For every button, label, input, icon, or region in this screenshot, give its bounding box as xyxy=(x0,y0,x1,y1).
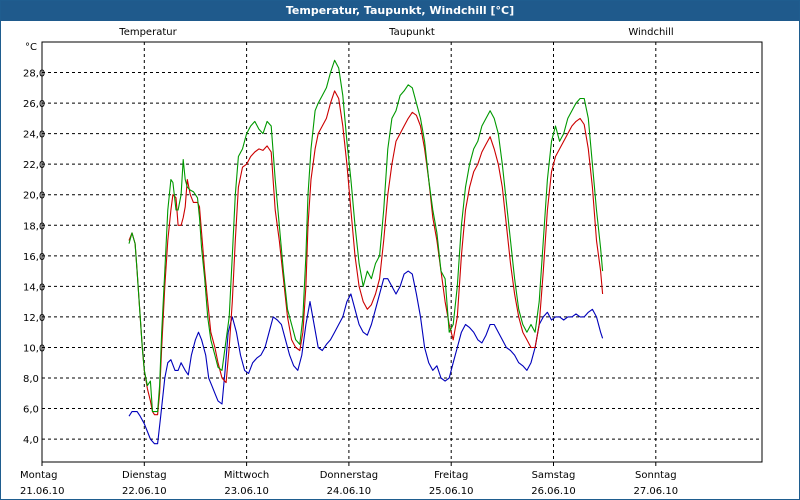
legend: Temperatur Taupunkt Windchill xyxy=(118,27,673,38)
window-title: Temperatur, Taupunkt, Windchill [°C] xyxy=(1,1,799,21)
y-tick-label: 14,0 xyxy=(23,282,45,293)
y-tick-label: 6,0 xyxy=(23,405,39,416)
y-tick-label: 10,0 xyxy=(23,343,45,354)
y-tick-label: 12,0 xyxy=(23,313,45,324)
x-tick-day: Freitag xyxy=(434,470,468,481)
x-tick-day: Samstag xyxy=(532,470,576,481)
y-axis-unit: °C xyxy=(25,42,37,53)
x-tick-date: 26.06.10 xyxy=(531,486,576,497)
series-line-windchill xyxy=(128,59,604,413)
x-tick-day: Montag xyxy=(20,470,57,481)
plot-area xyxy=(41,41,763,463)
x-tick-date: 22.06.10 xyxy=(122,486,167,497)
series-line-taupunkt xyxy=(128,270,604,445)
y-tick-label: 22,0 xyxy=(23,160,45,171)
series-line-temperatur xyxy=(128,90,604,416)
y-tick-label: 20,0 xyxy=(23,191,45,202)
y-tick-label: 18,0 xyxy=(23,221,45,232)
y-axis: 4,0 6,0 8,0 10,0 12,0 14,0 16,0 18,0 20,0 22,0 24,… xyxy=(23,69,45,447)
x-tick-date: 24.06.10 xyxy=(327,486,372,497)
grid xyxy=(42,42,762,462)
legend-windchill: Windchill xyxy=(628,27,673,38)
x-tick-day: Donnerstag xyxy=(320,470,378,481)
x-tick-day: Mittwoch xyxy=(224,470,269,481)
x-tick-date: 27.06.10 xyxy=(634,486,679,497)
x-tick-date: 23.06.10 xyxy=(224,486,269,497)
y-tick-label: 26,0 xyxy=(23,99,45,110)
y-tick-label: 4,0 xyxy=(23,435,39,446)
series-lines xyxy=(128,59,604,445)
y-tick-label: 8,0 xyxy=(23,374,39,385)
x-tick-date: 21.06.10 xyxy=(20,486,65,497)
y-tick-label: 28,0 xyxy=(23,69,45,80)
x-tick-date: 25.06.10 xyxy=(429,486,474,497)
legend-taupunkt: Taupunkt xyxy=(388,27,435,38)
x-axis: Montag 21.06.10 Dienstag 22.06.10 Mittwoch 23… xyxy=(20,462,678,497)
legend-temperatur: Temperatur xyxy=(118,27,177,38)
y-tick-label: 16,0 xyxy=(23,252,45,263)
x-tick-day: Dienstag xyxy=(122,470,167,481)
x-tick-day: Sonntag xyxy=(635,470,677,481)
y-tick-label: 24,0 xyxy=(23,130,45,141)
